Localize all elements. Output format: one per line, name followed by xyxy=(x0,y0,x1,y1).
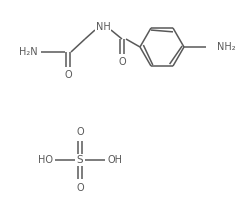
Text: OH: OH xyxy=(107,155,122,165)
Text: O: O xyxy=(76,183,84,193)
Text: S: S xyxy=(77,155,83,165)
Text: O: O xyxy=(118,57,126,67)
Text: NH: NH xyxy=(96,22,110,32)
Text: O: O xyxy=(64,70,72,80)
Text: O: O xyxy=(76,127,84,137)
Text: HO: HO xyxy=(39,155,54,165)
Text: NH₂: NH₂ xyxy=(217,42,236,52)
Text: H₂N: H₂N xyxy=(19,47,37,57)
